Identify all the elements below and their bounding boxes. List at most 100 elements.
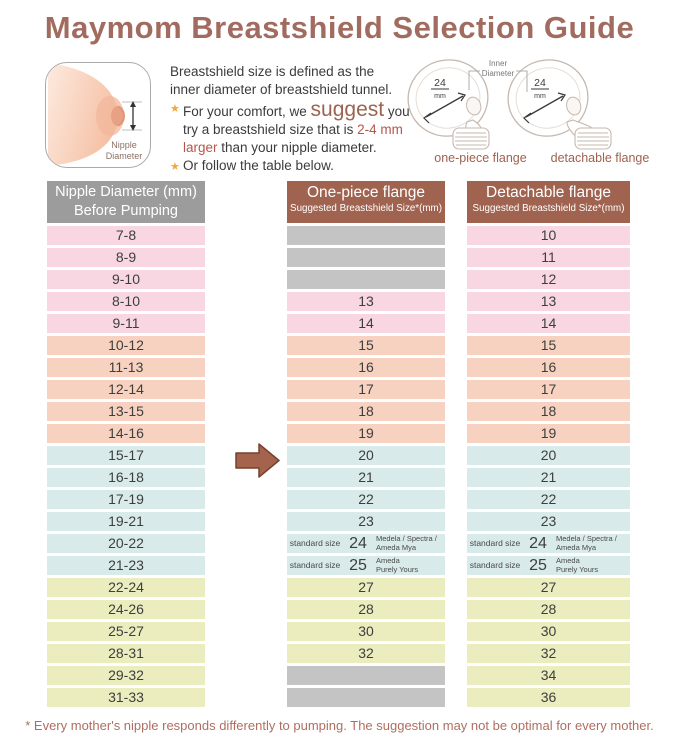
size-value: 25 xyxy=(349,557,367,574)
nipple-range-cell: 20-22 xyxy=(47,534,205,553)
one-piece-size-cell: 22 xyxy=(287,490,445,509)
bullet1-line2-pre: try a breastshield size that is xyxy=(183,122,358,137)
one-piece-size-cell: standard size 25 Ameda Purely Yours xyxy=(287,556,445,575)
header-one-piece-flange: One-piece flange Suggested Breastshield … xyxy=(287,181,445,223)
detachable-size-cell: 13 xyxy=(467,292,630,311)
detachable-size-cell: 11 xyxy=(467,248,630,267)
header-nipple-line2: Before Pumping xyxy=(74,203,178,219)
nipple-range-cell: 31-33 xyxy=(47,688,205,707)
table-row: 19-21 23 23 xyxy=(0,512,679,531)
detachable-size-cell: 23 xyxy=(467,512,630,531)
detachable-size-cell: 20 xyxy=(467,446,630,465)
detachable-size-cell: 10 xyxy=(467,226,630,245)
nipple-range-cell: 7-8 xyxy=(47,226,205,245)
nipple-range-cell: 21-23 xyxy=(47,556,205,575)
intro-line-2: inner diameter of breastshield tunnel. xyxy=(170,82,393,97)
detachable-size-cell: 21 xyxy=(467,468,630,487)
nipple-label-line1: Nipple xyxy=(111,140,137,150)
detachable-size-cell: 30 xyxy=(467,622,630,641)
table-row: 9-11 14 14 xyxy=(0,314,679,333)
header-detachable-flange: Detachable flange Suggested Breastshield… xyxy=(467,181,630,223)
suggest-emphasis: suggest xyxy=(310,98,385,121)
intro-line-1: Breastshield size is defined as the xyxy=(170,64,375,79)
pump-brand-note-line1: Medela / Spectra / xyxy=(556,534,617,543)
nipple-label-line2: Diameter xyxy=(106,151,143,161)
nipple-range-cell: 11-13 xyxy=(47,358,205,377)
intro-bullet-2: ★ Or follow the table below. xyxy=(170,157,415,175)
standard-size-label: standard size xyxy=(469,560,521,570)
detachable-size-cell: 19 xyxy=(467,424,630,443)
bullet1-line3-post: than your nipple diameter. xyxy=(217,140,377,155)
nipple-range-cell: 12-14 xyxy=(47,380,205,399)
header-nipple-diameter: Nipple Diameter (mm) Before Pumping xyxy=(47,181,205,223)
size-mm-label: mm xyxy=(534,93,546,100)
pump-brand-note-line1: Medela / Spectra / xyxy=(376,534,437,543)
detachable-size-cell: standard size 24 Medela / Spectra / Ameda M… xyxy=(467,534,630,553)
nipple-range-cell: 28-31 xyxy=(47,644,205,663)
detachable-size-cell: 15 xyxy=(467,336,630,355)
nipple-diameter-arrow-icon xyxy=(130,101,136,131)
standard-size-label: standard size xyxy=(289,560,341,570)
one-piece-size-cell xyxy=(287,688,445,707)
pump-brand-note: Ameda Purely Yours xyxy=(373,556,445,574)
intro-text: Breastshield size is defined as the inne… xyxy=(170,63,415,175)
one-piece-size-cell xyxy=(287,666,445,685)
caption-one-piece-flange: one-piece flange xyxy=(434,151,527,165)
inner-diameter-label-line1: Inner xyxy=(489,59,508,68)
detachable-size-cell: 22 xyxy=(467,490,630,509)
star-icon: ★ xyxy=(170,161,180,173)
detachable-size-cell: 18 xyxy=(467,402,630,421)
detachable-size-cell: 14 xyxy=(467,314,630,333)
table-row: 22-24 27 27 xyxy=(0,578,679,597)
nipple-range-cell: 8-10 xyxy=(47,292,205,311)
pump-brand-note-line1: Ameda xyxy=(556,556,580,565)
table-row: 28-31 32 32 xyxy=(0,644,679,663)
table-row: 12-14 17 17 xyxy=(0,380,679,399)
standard-size-label: standard size xyxy=(289,538,341,548)
one-piece-size-cell: 28 xyxy=(287,600,445,619)
one-piece-size-cell: 17 xyxy=(287,380,445,399)
one-piece-size-cell: 19 xyxy=(287,424,445,443)
table-row: 7-8 10 xyxy=(0,226,679,245)
footnote: * Every mother's nipple responds differe… xyxy=(25,718,654,733)
header-nipple-line1: Nipple Diameter (mm) xyxy=(55,184,197,200)
nipple-range-cell: 29-32 xyxy=(47,666,205,685)
table-row: 24-26 28 28 xyxy=(0,600,679,619)
bullet1-post: you xyxy=(384,104,410,119)
one-piece-size-cell: standard size 24 Medela / Spectra / Ameda M… xyxy=(287,534,445,553)
nipple-range-cell: 16-18 xyxy=(47,468,205,487)
detachable-size-cell: 12 xyxy=(467,270,630,289)
one-piece-size-cell xyxy=(287,270,445,289)
bullet1-pre: For your comfort, we xyxy=(183,104,311,119)
detachable-size-cell: 27 xyxy=(467,578,630,597)
detachable-size-cell: 28 xyxy=(467,600,630,619)
detachable-size-cell: standard size 25 Ameda Purely Yours xyxy=(467,556,630,575)
header-detachable-line1: Detachable flange xyxy=(486,184,611,201)
nipple-range-cell: 24-26 xyxy=(47,600,205,619)
one-piece-size-cell: 15 xyxy=(287,336,445,355)
table-row: 25-27 30 30 xyxy=(0,622,679,641)
table-row: 15-17 20 20 xyxy=(0,446,679,465)
nipple-range-cell: 10-12 xyxy=(47,336,205,355)
size-value: 25 xyxy=(529,557,547,574)
table-row: 21-23 standard size 25 Ameda Purely Yours sta… xyxy=(0,556,679,575)
pump-brand-note: Ameda Purely Yours xyxy=(553,556,630,574)
detachable-flange-icon: 24 mm xyxy=(507,59,612,150)
nipple-range-cell: 9-10 xyxy=(47,270,205,289)
pump-brand-note-line2: Purely Yours xyxy=(376,564,419,574)
table-row: 11-13 16 16 xyxy=(0,358,679,377)
nipple-range-cell: 15-17 xyxy=(47,446,205,465)
one-piece-size-cell: 23 xyxy=(287,512,445,531)
size-value: 24 xyxy=(529,535,547,552)
nipple-range-cell: 19-21 xyxy=(47,512,205,531)
table-row: 29-32 34 xyxy=(0,666,679,685)
nipple-range-cell: 25-27 xyxy=(47,622,205,641)
size-24-label: 24 xyxy=(434,77,446,89)
bullet2-text: Or follow the table below. xyxy=(183,158,334,173)
detachable-size-cell: 36 xyxy=(467,688,630,707)
table-row: 31-33 36 xyxy=(0,688,679,707)
one-piece-size-cell: 14 xyxy=(287,314,445,333)
detachable-size-cell: 32 xyxy=(467,644,630,663)
table-row: 8-10 13 13 xyxy=(0,292,679,311)
